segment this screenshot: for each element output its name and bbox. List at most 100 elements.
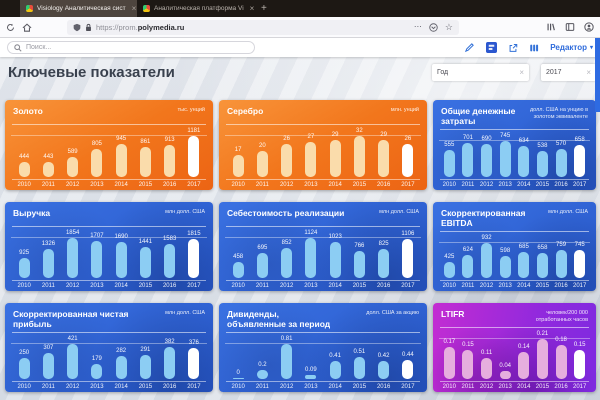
page-actions-icon[interactable]: ⋯ xyxy=(413,22,422,31)
bar-value: 589 xyxy=(67,148,78,155)
card-title: Золото xyxy=(13,106,43,116)
bar-column: 598 xyxy=(496,248,515,278)
bar-year: 2014 xyxy=(328,283,342,289)
bar-year: 2014 xyxy=(517,182,531,188)
bar-value: 913 xyxy=(164,137,175,144)
bar-year: 2010 xyxy=(442,384,456,390)
card-bar-chart: 925 1326 1854 1707 1690 1441 1583 1815 xyxy=(11,229,207,278)
bar-column: 570 xyxy=(552,141,571,177)
bar-year: 2013 xyxy=(304,283,318,289)
bar-value: 0.2 xyxy=(258,362,267,369)
url-text[interactable]: https://prom.polymedia.ru xyxy=(96,22,185,32)
tracking-shield-icon[interactable] xyxy=(73,23,81,32)
bar-column: 852 xyxy=(275,240,299,278)
external-link-icon[interactable] xyxy=(508,43,518,53)
sidebar-icon[interactable] xyxy=(565,22,575,32)
bar-value: 0.04 xyxy=(499,363,512,370)
bar-value: 0.17 xyxy=(443,338,456,345)
bar-year: 2013 xyxy=(90,283,104,289)
browser-tab-inactive[interactable]: Аналитическая платформа Vi × xyxy=(137,0,254,17)
bar-value: 1690 xyxy=(114,233,128,240)
bar-value: 29 xyxy=(331,131,339,138)
bar-column: 0.11 xyxy=(477,350,496,379)
bar-column: 0.15 xyxy=(459,342,478,379)
bar-value: 26 xyxy=(283,135,290,142)
columns-icon[interactable] xyxy=(529,43,539,53)
bar-year: 2017 xyxy=(401,283,415,289)
tab-close-icon[interactable]: × xyxy=(249,3,254,13)
bar-year: 2016 xyxy=(376,384,391,390)
card-unit: млн долл. США xyxy=(548,209,588,215)
visiology-favicon-icon xyxy=(26,5,33,12)
bar xyxy=(402,360,414,379)
bar-column: 425 xyxy=(440,254,459,278)
reload-icon[interactable] xyxy=(6,23,15,32)
bar-year: 2016 xyxy=(554,182,568,188)
bar-column: 443 xyxy=(36,154,60,177)
edit-pencil-icon[interactable] xyxy=(464,42,475,53)
bar-value: 425 xyxy=(444,254,455,261)
bar-column: 0.81 xyxy=(275,336,299,379)
bar-year: 2014 xyxy=(328,182,342,188)
card-header: Выручка млн долл. США xyxy=(12,204,206,227)
bar xyxy=(499,255,511,278)
new-tab-button[interactable]: + xyxy=(261,3,267,14)
bar-column: 29 xyxy=(372,132,396,177)
card-bar-chart: 17 20 26 27 29 32 29 26 xyxy=(225,127,421,177)
dashboards-icon[interactable] xyxy=(486,42,498,53)
filter-year-value-dropdown[interactable]: 2017 × xyxy=(541,64,596,81)
bar xyxy=(18,161,30,177)
bar-column: 925 xyxy=(12,250,36,278)
card-title: Общие денежные затраты xyxy=(441,106,516,127)
search-input[interactable]: Поиск... xyxy=(7,41,255,54)
bar xyxy=(164,347,176,379)
bar-value: 0.15 xyxy=(573,342,586,349)
browser-tab-active[interactable]: Visiology Аналитическая сист × xyxy=(20,0,137,17)
bar xyxy=(443,262,455,278)
bookmark-star-icon[interactable]: ☆ xyxy=(444,21,453,32)
clear-filter-icon[interactable]: × xyxy=(519,67,524,77)
bar-column: 658 xyxy=(570,137,589,177)
bar-column: 685 xyxy=(515,244,534,278)
bar-year: 2012 xyxy=(65,384,80,390)
bar-year: 2011 xyxy=(255,384,269,390)
bar xyxy=(42,161,54,177)
bar-year: 2010 xyxy=(442,283,456,289)
bar-year: 2011 xyxy=(461,182,475,188)
bar xyxy=(518,352,530,379)
pocket-icon[interactable] xyxy=(429,22,438,32)
bar xyxy=(305,238,317,278)
bar-value: 17 xyxy=(234,147,242,154)
bar xyxy=(353,356,365,379)
scrollbar-thumb[interactable] xyxy=(595,38,600,112)
tab-close-icon[interactable]: × xyxy=(131,3,137,13)
tab-title: Visiology Аналитическая сист xyxy=(37,5,126,12)
bar-value: 0.14 xyxy=(517,344,530,351)
browser-nav-bar: https://prom.polymedia.ru ⋯ ☆ xyxy=(0,17,600,38)
editor-button[interactable]: Редактор ▾ xyxy=(550,43,593,52)
bar-year: 2014 xyxy=(517,283,531,289)
library-icon[interactable] xyxy=(546,22,556,32)
account-icon[interactable] xyxy=(584,22,594,32)
bar-year: 2012 xyxy=(279,283,294,289)
bar-year: 2017 xyxy=(573,283,587,289)
clear-filter-icon[interactable]: × xyxy=(586,67,591,77)
bar-year: 2017 xyxy=(187,384,201,390)
card-title: Скорректированная EBITDA xyxy=(441,208,526,229)
bar-value: 945 xyxy=(116,136,127,143)
bar-year: 2013 xyxy=(498,384,512,390)
bar-column: 555 xyxy=(440,142,459,177)
bar xyxy=(188,238,200,278)
bar-value: 624 xyxy=(462,246,473,253)
card-header: Общие денежные затраты долл. США на унци… xyxy=(440,102,589,131)
bar-column: 1106 xyxy=(396,231,420,278)
filter-year-dropdown[interactable]: Год × xyxy=(432,64,529,81)
bar-column: 695 xyxy=(250,245,274,278)
home-icon[interactable] xyxy=(22,23,32,32)
bar-year: 2011 xyxy=(255,182,269,188)
bar xyxy=(256,253,268,278)
url-bar[interactable]: https://prom.polymedia.ru ⋯ ☆ xyxy=(67,19,459,35)
card-bar-chart: 0.17 0.15 0.11 0.04 0.14 0.21 0.18 0.15 xyxy=(439,330,590,379)
kpi-card: Выручка млн долл. США 925 1326 1854 1707 169… xyxy=(5,202,213,291)
bar-value: 376 xyxy=(188,339,199,346)
